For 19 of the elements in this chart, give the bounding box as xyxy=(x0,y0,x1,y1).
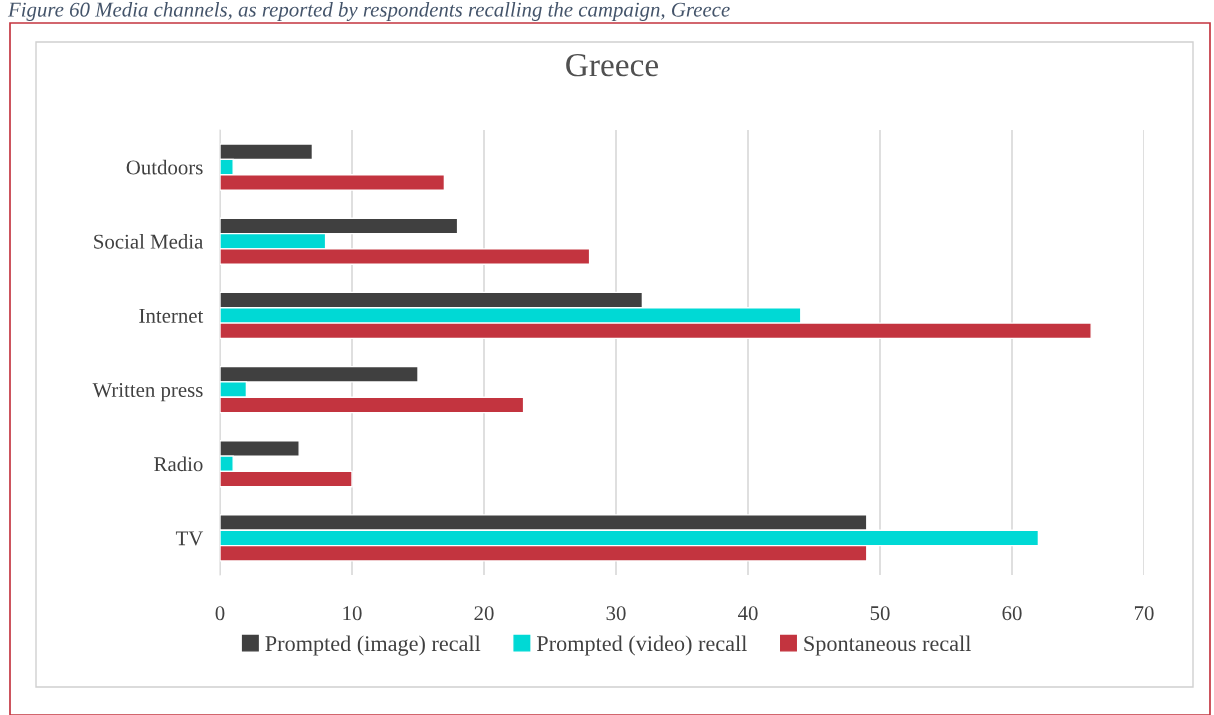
y-tick-label: Outdoors xyxy=(126,159,203,175)
x-tick-label: 50 xyxy=(870,606,890,621)
x-tick-label: 10 xyxy=(343,606,362,621)
y-tick-label: Written press xyxy=(92,383,203,402)
legend-label: Spontaneous recall xyxy=(804,635,971,656)
x-tick-label: 40 xyxy=(737,606,758,621)
y-tick-label: Internet xyxy=(139,309,204,323)
chart-title: Greece xyxy=(566,53,659,77)
y-tick-label: TV xyxy=(175,531,204,546)
y-tick-label: Radio xyxy=(154,456,203,472)
legend-label: Prompted (video) recall xyxy=(536,635,747,656)
x-tick-label: 20 xyxy=(474,606,494,621)
y-tick-label: Social Media xyxy=(94,234,204,249)
caption: Figure 60 Media channels, as reported by respondents recalling the campaign, Greece xyxy=(7,2,730,21)
x-tick-label: 70 xyxy=(1134,606,1154,621)
legend-label: Prompted (image) recall xyxy=(265,635,481,656)
x-tick-label: 60 xyxy=(1002,606,1022,621)
x-tick-label: 0 xyxy=(215,606,225,621)
x-tick-label: 30 xyxy=(606,606,626,621)
